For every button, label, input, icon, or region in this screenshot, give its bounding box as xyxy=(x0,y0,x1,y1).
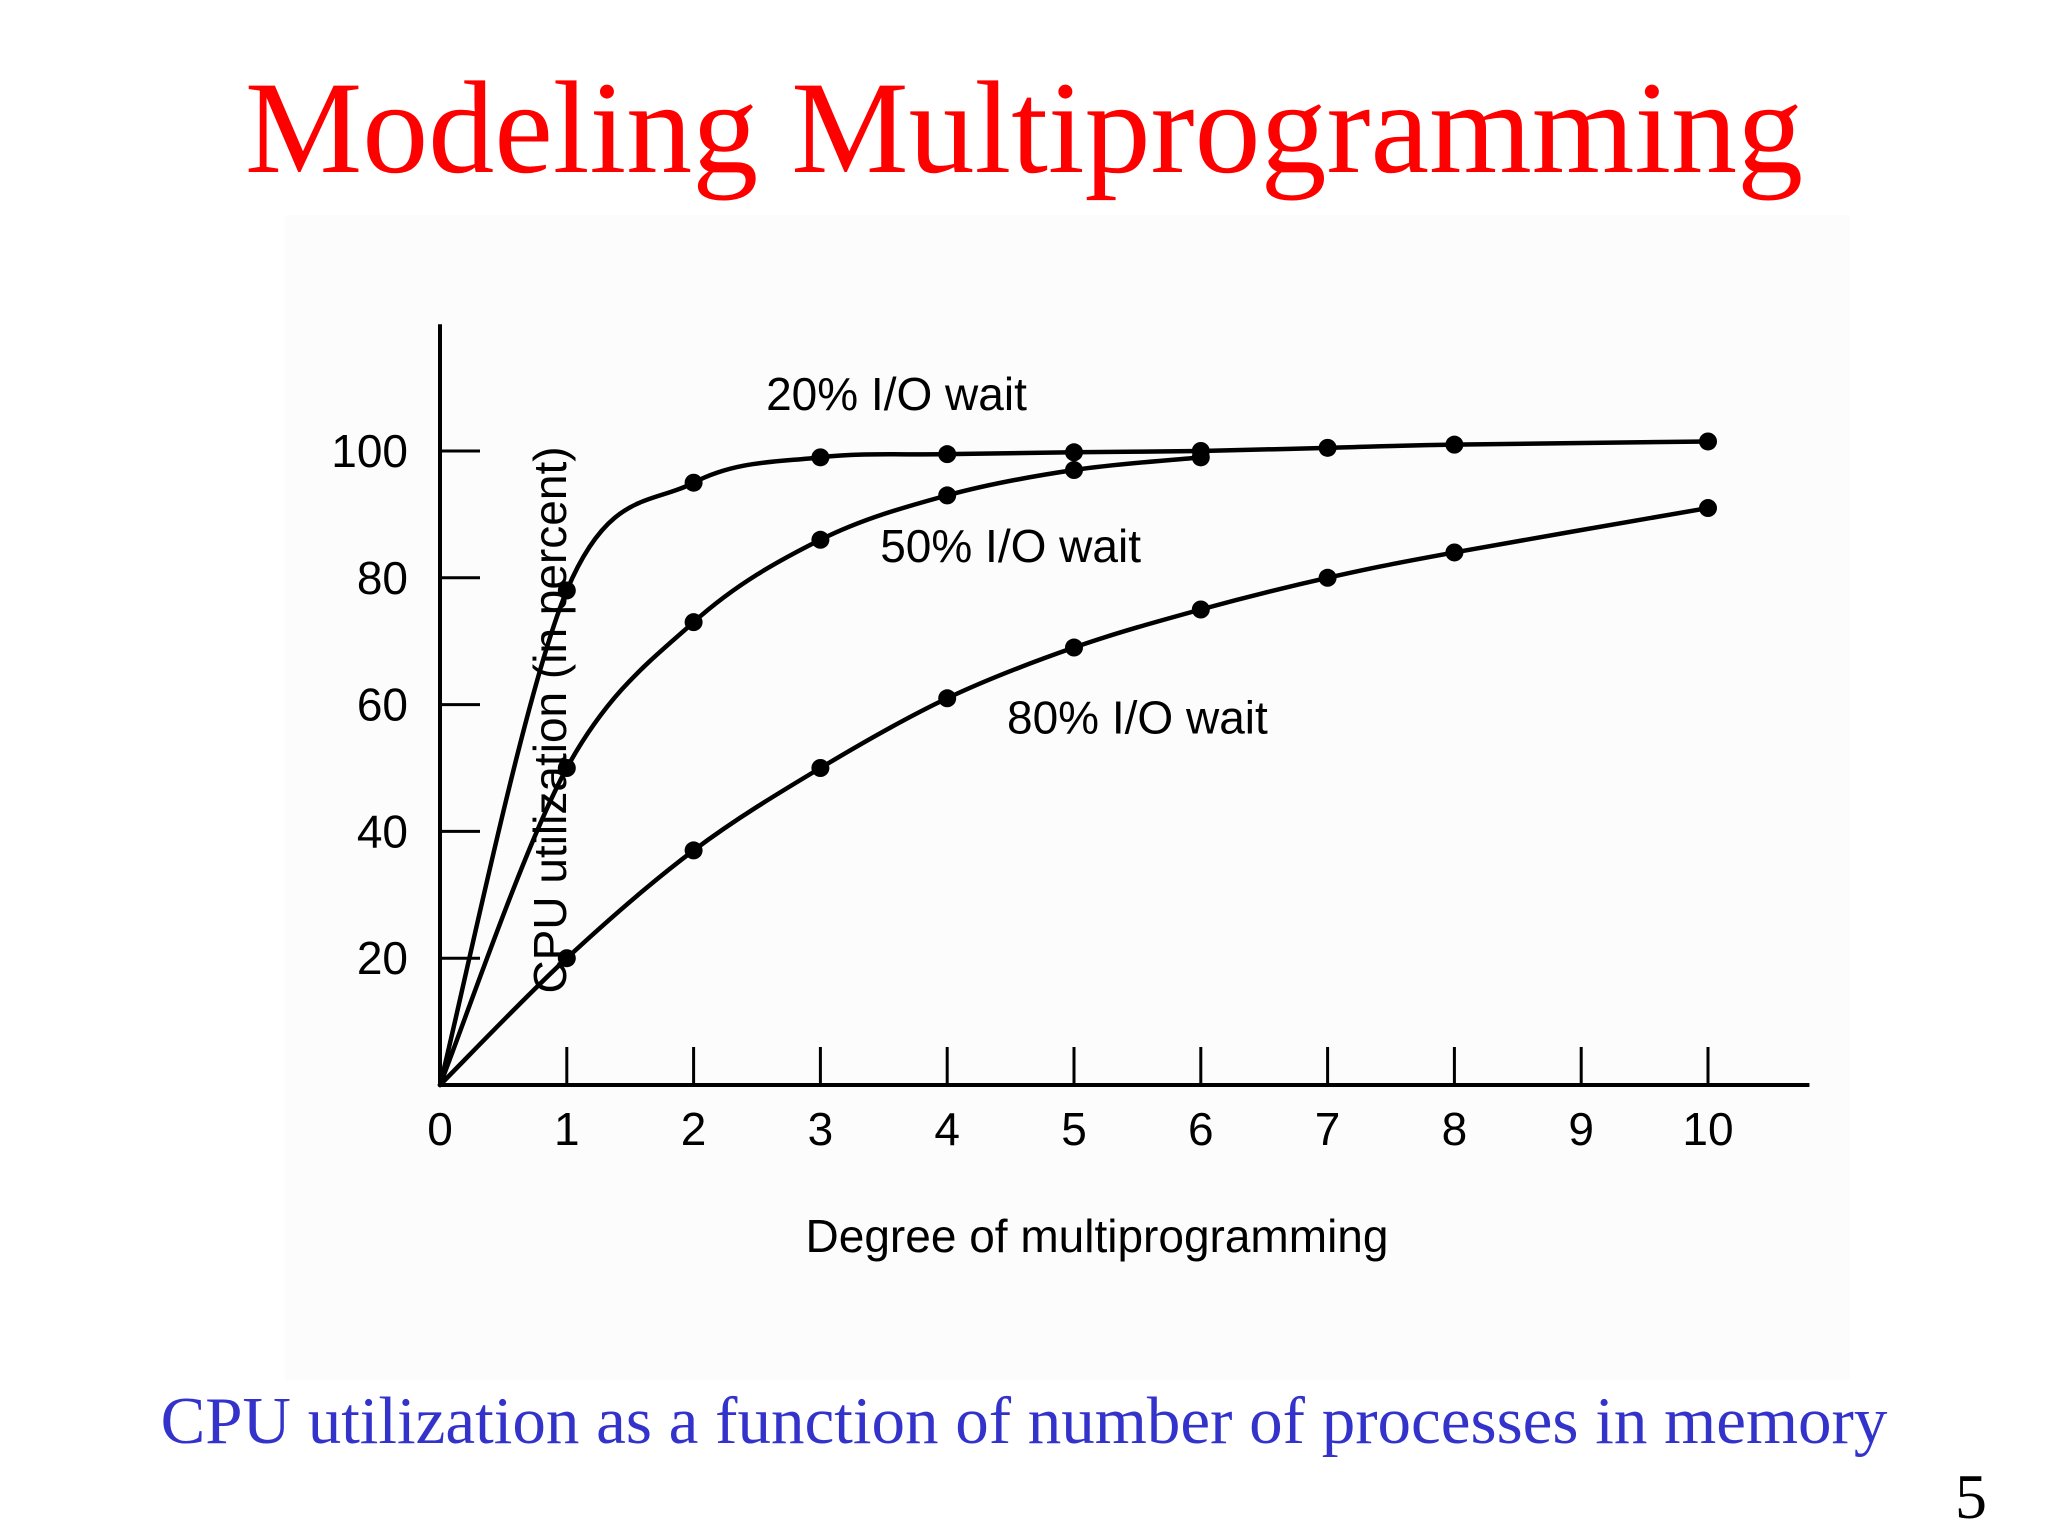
y-tick-label: 20 xyxy=(357,932,408,984)
data-point-20pct-io-wait xyxy=(684,473,703,492)
data-point-20pct-io-wait xyxy=(1318,438,1337,457)
data-point-80pct-io-wait xyxy=(1191,600,1210,619)
data-point-20pct-io-wait xyxy=(1065,443,1083,462)
data-point-80pct-io-wait xyxy=(1445,543,1464,562)
x-tick-label: 8 xyxy=(1442,1103,1468,1155)
series-line-80pct-io-wait xyxy=(437,505,1711,1088)
x-tick-label: 7 xyxy=(1315,1103,1341,1155)
x-tick-label: 3 xyxy=(808,1103,834,1155)
data-point-50pct-io-wait xyxy=(811,530,830,549)
page-number: 5 xyxy=(1955,1461,1987,1532)
series-label-50pct-io-wait: 50% I/O wait xyxy=(880,520,1141,572)
y-tick-label: 100 xyxy=(331,425,408,477)
data-point-20pct-io-wait xyxy=(1445,435,1464,454)
data-point-20pct-io-wait xyxy=(811,448,830,467)
data-point-80pct-io-wait xyxy=(1065,638,1083,657)
data-point-80pct-io-wait xyxy=(557,949,576,968)
data-point-20pct-io-wait xyxy=(557,581,576,600)
x-axis-title: Degree of multiprogramming xyxy=(806,1210,1389,1262)
y-tick-label: 40 xyxy=(357,805,408,857)
data-point-80pct-io-wait xyxy=(938,689,957,708)
x-tick-label: 6 xyxy=(1188,1103,1214,1155)
data-point-50pct-io-wait xyxy=(557,759,576,777)
slide-title: Modeling Multiprogramming xyxy=(244,54,1804,201)
x-tick-label: 10 xyxy=(1682,1103,1733,1155)
data-point-80pct-io-wait xyxy=(1318,568,1337,587)
x-tick-label: 2 xyxy=(681,1103,707,1155)
y-tick-label: 60 xyxy=(357,679,408,731)
data-point-20pct-io-wait xyxy=(1699,432,1717,451)
series-label-80pct-io-wait: 80% I/O wait xyxy=(1007,691,1268,743)
x-tick-label: 5 xyxy=(1061,1103,1087,1155)
series-points xyxy=(557,432,1717,968)
data-point-20pct-io-wait xyxy=(938,445,957,464)
data-point-50pct-io-wait xyxy=(684,613,703,632)
axes: 0 1 2 3 4 5 6 7 8 9 10 20 40 60 80 100 xyxy=(331,324,1810,1155)
data-point-50pct-io-wait xyxy=(1065,461,1083,480)
data-point-50pct-io-wait xyxy=(938,486,957,505)
series-labels: 20% I/O wait 50% I/O wait 80% I/O wait xyxy=(766,368,1268,743)
x-tick-label: 1 xyxy=(554,1103,580,1155)
x-tick-label: 4 xyxy=(934,1103,960,1155)
y-tick-label: 80 xyxy=(357,552,408,604)
figure-panel: 0 1 2 3 4 5 6 7 8 9 10 20 40 60 80 100 20% I/O wait 50% … xyxy=(285,215,1850,1380)
data-point-80pct-io-wait xyxy=(811,759,830,777)
data-point-50pct-io-wait xyxy=(1191,448,1210,467)
series-label-20pct-io-wait: 20% I/O wait xyxy=(766,368,1027,420)
data-point-80pct-io-wait xyxy=(684,841,703,860)
y-axis-title: CPU utilization (in percent) xyxy=(524,446,576,993)
slide-caption: CPU utilization as a function of number … xyxy=(160,1384,1888,1458)
data-point-80pct-io-wait xyxy=(1699,499,1717,518)
cpu-utilization-chart: 0 1 2 3 4 5 6 7 8 9 10 20 40 60 80 100 20% I/O wait 50% … xyxy=(331,324,1810,1262)
x-tick-label: 9 xyxy=(1568,1103,1594,1155)
x-tick-label: 0 xyxy=(427,1103,453,1155)
